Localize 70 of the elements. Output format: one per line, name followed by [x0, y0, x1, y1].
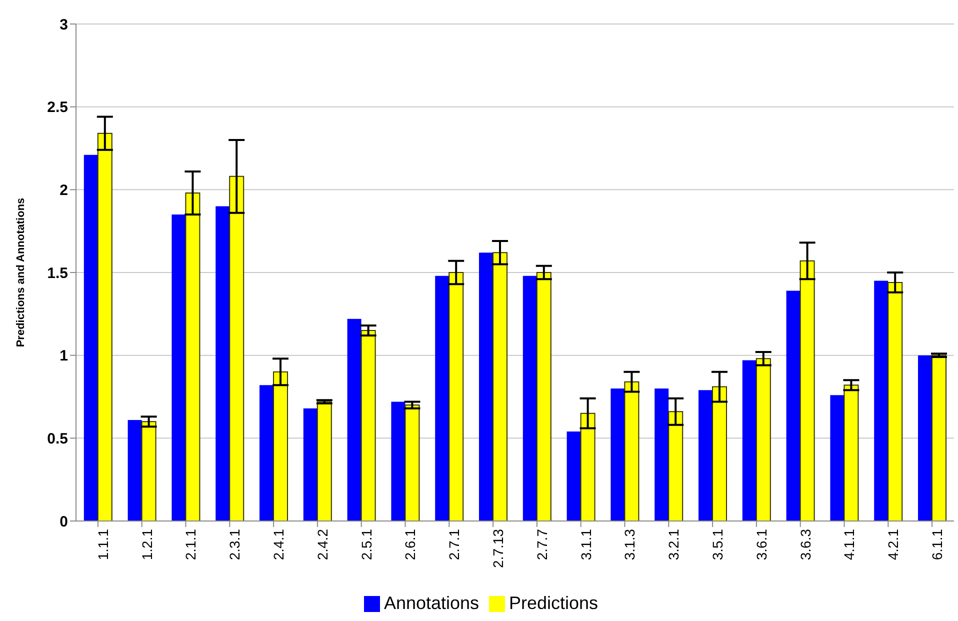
bar — [172, 214, 186, 521]
bar — [128, 420, 142, 521]
x-tick-label: 2.1.1 — [182, 528, 199, 560]
y-tick-label: 2.5 — [47, 99, 68, 116]
x-tick-label: 3.1.3 — [622, 528, 638, 560]
y-tick-label: 0 — [60, 513, 68, 530]
bar — [435, 276, 450, 521]
x-tick-label: 2.7.1 — [446, 528, 462, 560]
legend-label: Annotations — [384, 593, 480, 613]
bar — [273, 371, 288, 521]
x-tick-label: 3.6.3 — [797, 528, 814, 560]
bar — [303, 408, 318, 521]
y-tick-label: 2 — [60, 182, 68, 199]
x-tick-label: 2.7.13 — [490, 528, 506, 568]
x-tick-label: 2.4.1 — [270, 528, 286, 560]
bar — [404, 404, 420, 521]
x-tick-label: 6.1.1 — [928, 528, 945, 560]
bar — [84, 154, 98, 521]
bar — [668, 411, 684, 521]
bar — [448, 272, 464, 521]
bar — [888, 282, 903, 521]
x-tick-label: 4.1.1 — [841, 528, 858, 560]
x-tick-label: 2.5.1 — [358, 528, 374, 560]
bar — [216, 206, 230, 521]
bar — [360, 330, 376, 521]
bar — [800, 260, 815, 521]
x-tick-label: 2.7.7 — [534, 528, 550, 560]
x-tick-label: 2.6.1 — [402, 528, 418, 560]
bar — [492, 252, 508, 521]
bar — [141, 421, 156, 521]
bar — [698, 390, 712, 521]
bar — [654, 388, 669, 521]
x-tick-label: 3.1.1 — [578, 528, 594, 560]
bar — [391, 402, 406, 521]
bar — [624, 381, 640, 521]
x-tick-label: 1.2.1 — [138, 528, 155, 560]
bar — [874, 280, 888, 521]
bar — [260, 385, 274, 521]
bar — [918, 355, 932, 521]
x-tick-label: 4.2.1 — [885, 528, 902, 560]
x-tick-label: 2.4.2 — [314, 528, 330, 560]
bar — [97, 132, 112, 521]
bar — [522, 276, 537, 521]
bar — [830, 395, 844, 521]
x-tick-label: 2.3.1 — [226, 528, 243, 560]
bar — [566, 432, 581, 521]
bar — [347, 318, 362, 521]
y-tick-label: 1 — [60, 348, 68, 365]
bar — [712, 386, 727, 521]
bar — [786, 290, 800, 521]
bar — [580, 412, 596, 521]
x-tick-label: 3.6.1 — [753, 528, 770, 560]
bar — [536, 272, 552, 521]
bar — [756, 358, 771, 521]
y-tick-label: 1.5 — [47, 264, 68, 282]
bar — [185, 192, 200, 521]
bar — [316, 401, 332, 521]
x-tick-label: 3.5.1 — [709, 528, 726, 560]
x-tick-label: 1.1.1 — [94, 528, 111, 560]
bar — [932, 354, 946, 521]
bar — [229, 176, 244, 521]
y-axis-title: Predictions and Annotations — [14, 198, 27, 348]
bar — [742, 360, 756, 521]
x-tick-label: 3.2.1 — [666, 528, 682, 560]
y-tick-label: 0.5 — [47, 430, 68, 448]
bar — [844, 384, 859, 521]
legend-label: Predictions — [509, 593, 598, 613]
bar — [479, 252, 493, 521]
bar — [610, 388, 625, 521]
y-tick-label: 3 — [60, 16, 68, 34]
